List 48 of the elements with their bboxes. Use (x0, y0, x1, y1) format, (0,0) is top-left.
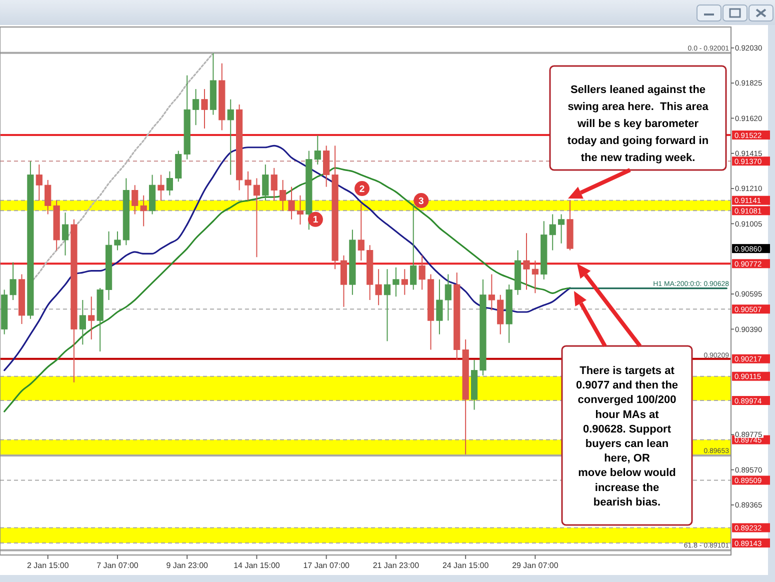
line-series (4, 144, 571, 372)
candlestick (280, 179, 286, 212)
candlestick (192, 88, 200, 126)
candlestick (244, 170, 252, 202)
candlestick (227, 98, 234, 176)
candlestick (296, 194, 304, 226)
candlestick (375, 268, 382, 306)
candlestick (114, 230, 121, 251)
candlestick (62, 212, 69, 256)
x-tick-label: 21 Jan 23:00 (372, 561, 420, 570)
candlestick (436, 278, 443, 335)
candlestick (88, 296, 95, 340)
x-tick-label: 29 Jan 07:00 (512, 561, 559, 570)
candlestick (314, 134, 321, 166)
candlestick (166, 170, 173, 196)
x-tick-label: 7 Jan 07:00 (96, 561, 139, 570)
candlestick (558, 214, 565, 244)
candlestick (79, 300, 86, 346)
candlestick (10, 262, 16, 301)
text: There is targets at 0.9077 and then the converged 100/200 hour MAs at 0.90628. Support buyers can lean here, OR move below would increase the bearish bias. (576, 365, 678, 508)
candlestick (392, 266, 400, 298)
candlestick (358, 203, 364, 262)
annotation: 3 (418, 196, 424, 207)
candlestick (288, 186, 295, 220)
candlestick (488, 274, 495, 311)
candlestick (444, 274, 452, 322)
candlestick (44, 179, 52, 215)
x-tick-label: 24 Jan 15:00 (442, 561, 490, 570)
annotation: 1 (312, 214, 319, 226)
candlestick (523, 232, 530, 290)
x-tick-label: 17 Jan 07:00 (303, 561, 350, 570)
candlestick (201, 88, 208, 130)
candlestick (401, 268, 408, 296)
x-tick-label: 9 Jan 23:00 (166, 561, 209, 570)
candlestick (384, 268, 391, 342)
x-tick-label: 2 Jan 15:00 (26, 561, 70, 570)
annotation: Sellers leaned against the swing area here. This area will be s key barometer today and going forward in the new trading week. (567, 84, 710, 164)
line-series (4, 167, 571, 412)
candlestick (253, 178, 260, 258)
candlestick (532, 260, 538, 294)
candlestick (262, 164, 269, 202)
annotation: 2 (359, 184, 365, 195)
candlestick (158, 174, 164, 202)
x-tick-label: 14 Jan 15:00 (234, 561, 280, 570)
candlestick (418, 254, 426, 290)
candlestick (270, 167, 278, 202)
candlestick (410, 203, 417, 290)
candlestick (36, 164, 42, 202)
